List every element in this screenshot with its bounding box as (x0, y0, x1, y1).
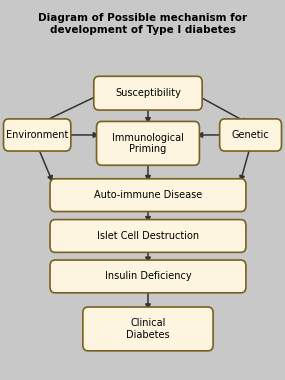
Text: Clinical
Diabetes: Clinical Diabetes (126, 318, 170, 340)
Text: Susceptibility: Susceptibility (115, 88, 181, 98)
FancyBboxPatch shape (97, 122, 200, 165)
Text: Islet Cell Destruction: Islet Cell Destruction (97, 231, 199, 241)
Text: Immunological
Priming: Immunological Priming (112, 133, 184, 154)
FancyBboxPatch shape (83, 307, 213, 351)
FancyBboxPatch shape (220, 119, 282, 151)
FancyBboxPatch shape (50, 260, 246, 293)
FancyBboxPatch shape (94, 76, 202, 110)
FancyBboxPatch shape (50, 179, 246, 212)
FancyBboxPatch shape (3, 119, 71, 151)
Text: Insulin Deficiency: Insulin Deficiency (105, 271, 191, 282)
Text: Environment: Environment (6, 130, 68, 140)
Text: Auto-immune Disease: Auto-immune Disease (94, 190, 202, 200)
FancyBboxPatch shape (50, 220, 246, 252)
Text: Diagram of Possible mechanism for
development of Type I diabetes: Diagram of Possible mechanism for develo… (38, 13, 247, 35)
Text: Genetic: Genetic (232, 130, 269, 140)
